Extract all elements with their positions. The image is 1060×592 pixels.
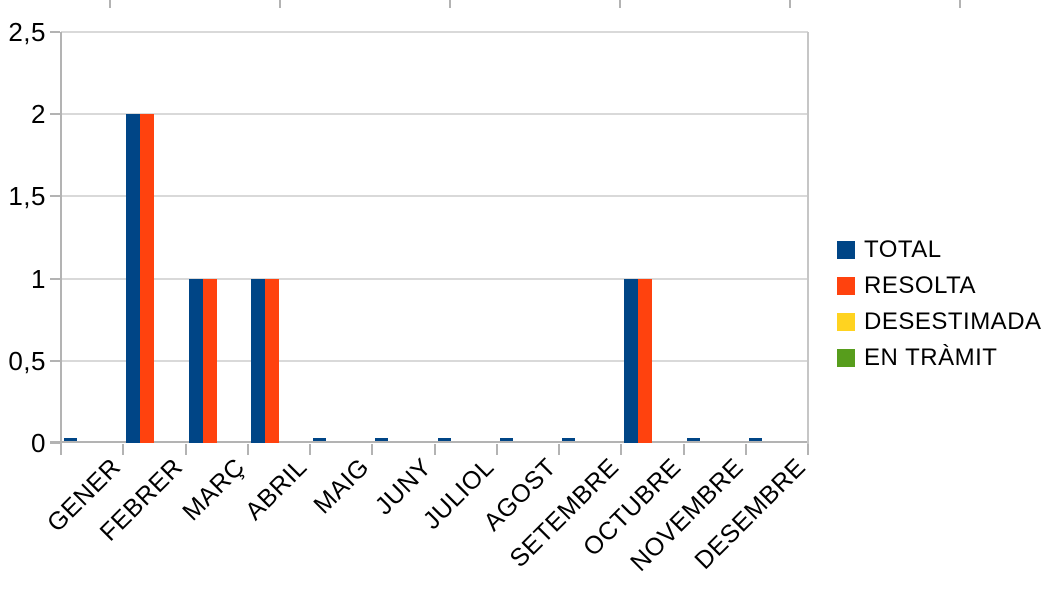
y-axis-tick [50,113,60,116]
bar-resolta-febrer [140,114,155,443]
x-axis-tick [807,444,809,455]
y-axis-tick-label: 0 [31,428,46,458]
bar-total-març [188,278,203,443]
y-axis-tick [50,31,60,33]
x-axis-tick [122,444,125,455]
x-axis-tick [60,444,62,455]
x-axis-tick [184,444,187,455]
bar-total-octubre [624,278,639,443]
zero-stub-novembre [686,438,700,441]
x-axis-label-text: MARÇ [177,453,251,527]
legend-swatch-icon [837,277,855,295]
bar-total-abril [250,278,265,443]
y-axis-tick [50,277,60,280]
bar-resolta-abril [264,278,279,443]
y-axis-line [60,32,62,455]
top-edge-tick [619,0,621,8]
x-axis-tick [433,444,436,455]
y-axis-tick [50,195,60,198]
legend-label: DESESTIMADA [864,308,1042,335]
top-edge-tick [959,0,961,8]
x-axis-tick [309,444,311,455]
y-axis-tick-label: 2,5 [8,17,46,47]
y-axis-tick [50,442,60,444]
y-axis-tick-label: 1,5 [8,181,46,212]
gridline [61,277,808,280]
x-axis-label-text: ABRIL [240,453,313,526]
legend-item-total: TOTAL [837,232,1042,268]
y-axis-tick-label: 2 [31,99,46,130]
y-axis-tick-label: 0,5 [8,345,46,376]
zero-stub-gener [64,438,78,441]
zero-stub-maig [313,438,327,441]
legend-item-en-tràmit: EN TRÀMIT [837,340,1042,376]
x-axis-tick [620,444,623,455]
plot-right-border [807,32,809,452]
bar-resolta-octubre [638,278,653,443]
zero-stub-juny [375,438,389,441]
bar-resolta-març [202,278,217,443]
x-axis-tick [246,444,249,455]
x-axis-tick [495,444,498,455]
zero-stub-juliol [437,438,451,441]
legend-swatch-icon [837,349,855,367]
legend: TOTAL RESOLTA DESESTIMADA EN TRÀMIT [837,232,1042,376]
x-axis-tick [371,444,374,455]
legend-swatch-icon [837,313,855,331]
zero-stub-desembre [748,438,762,441]
legend-item-resolta: RESOLTA [837,268,1042,304]
y-axis-tick-label: 1 [31,263,46,294]
x-axis-tick [682,444,685,455]
legend-swatch-icon [837,241,855,259]
zero-stub-agost [499,438,513,441]
top-edge-tick [789,0,791,8]
legend-label: RESOLTA [864,272,976,299]
y-axis-tick [50,359,60,362]
x-axis-tick [744,444,747,455]
legend-label: EN TRÀMIT [864,344,998,371]
legend-item-desestimada: DESESTIMADA [837,304,1042,340]
top-edge-tick [109,0,111,8]
gridline [61,359,808,362]
x-axis-label-text: MAIG [308,453,375,520]
gridline [61,31,808,33]
top-edge-tick [449,0,451,8]
x-axis-tick [558,444,560,455]
gridline [61,113,808,116]
legend-label: TOTAL [864,236,942,263]
top-edge-tick [279,0,281,8]
zero-stub-setembre [562,438,576,441]
gridline [61,195,808,198]
bar-total-febrer [126,114,141,443]
x-axis-line [50,441,808,443]
